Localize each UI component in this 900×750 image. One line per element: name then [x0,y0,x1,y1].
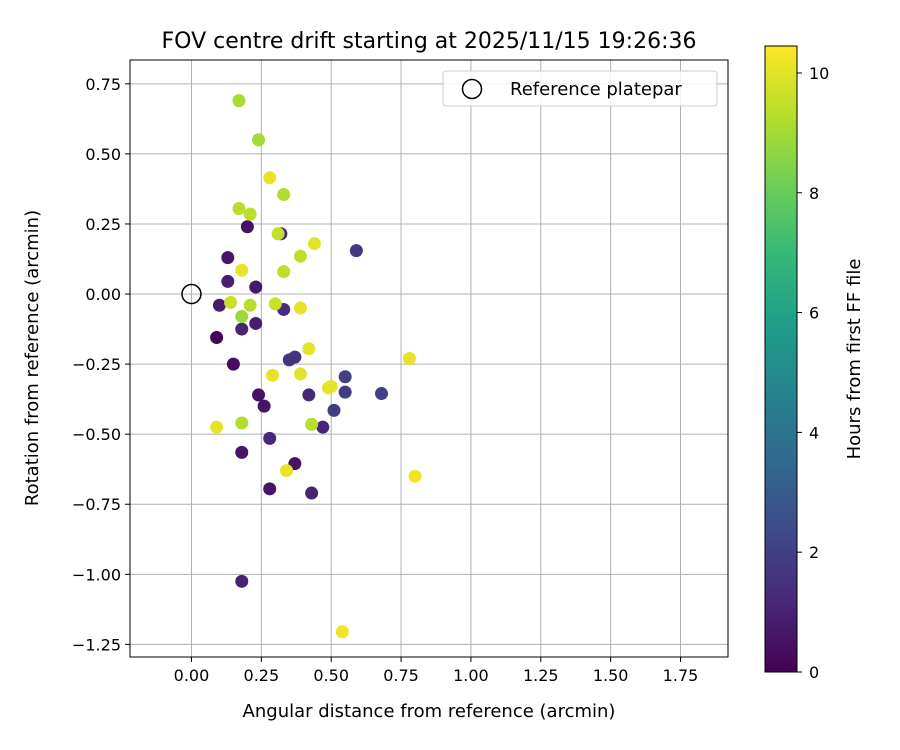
reference-platepar-marker [181,283,202,305]
x-tick-label: 0.25 [244,666,280,685]
y-tick-label: −0.75 [72,495,121,514]
data-point [408,469,422,483]
data-point [221,251,235,265]
colorbar-tick-label: 10 [809,64,829,83]
y-tick-label: −0.25 [72,355,121,374]
y-tick-label: 0.50 [85,145,121,164]
data-point [235,445,249,459]
legend-reference-marker [461,78,483,100]
data-point [293,367,307,381]
data-point [224,295,238,309]
data-point [324,380,338,394]
colorbar-tick-label: 4 [809,423,819,442]
data-point [268,297,282,311]
data-point [210,330,224,344]
data-point [235,309,249,323]
data-point [305,486,319,500]
colorbar-tick-label: 2 [809,543,819,562]
colorbar-ticks: 0 2 4 6 8 10 [797,64,829,682]
y-axis-ticks: 0.75 0.50 0.25 0.00 −0.25 −0.50 −0.75 −1.00 −1.2… [72,75,130,654]
y-tick-label: −0.50 [72,425,121,444]
data-point [243,207,257,221]
data-point [316,420,330,434]
data-point [263,482,277,496]
data-point [307,237,321,251]
data-point [235,322,249,336]
colorbar: 0 2 4 6 8 10 Hours from first FF file [764,45,865,682]
data-point [338,385,352,399]
colorbar-label: Hours from first FF file [844,259,865,460]
data-point [305,417,319,431]
data-point [210,420,224,434]
y-tick-label: 0.75 [85,75,121,94]
data-point [279,464,293,478]
x-axis-ticks: 0.00 0.25 0.50 0.75 1.00 1.25 1.50 1.75 [174,657,699,685]
colorbar-tick-label: 0 [809,663,819,682]
legend-box [442,70,718,107]
legend-label: Reference platepar [510,79,682,100]
data-point [240,220,254,234]
data-point [249,316,263,330]
data-point [293,301,307,315]
data-point [232,94,246,108]
reference-marker-layer [181,283,202,305]
data-point [277,188,291,202]
data-point [263,171,277,185]
y-tick-label: 0.25 [85,215,121,234]
data-point [302,342,316,356]
data-point [257,399,271,413]
data-point [293,249,307,263]
x-tick-label: 1.50 [593,666,629,685]
y-tick-label: −1.25 [72,635,121,654]
data-point [288,350,302,364]
data-points [210,94,422,639]
colorbar-tick-label: 8 [809,184,819,203]
y-tick-label: −1.00 [72,565,121,584]
data-point [374,387,388,401]
x-tick-label: 0.00 [174,666,210,685]
data-point [266,368,280,382]
legend: Reference platepar [442,70,718,107]
data-point [243,298,257,312]
data-point [226,357,240,371]
grid-lines [130,60,728,657]
x-axis-label: Angular distance from reference (arcmin) [243,701,616,722]
data-point [349,244,363,258]
data-point [335,625,349,639]
data-point [221,274,235,288]
data-point [338,370,352,384]
plot-frame [129,59,729,658]
y-axis-label: Rotation from reference (arcmin) [22,210,43,506]
data-point [235,263,249,277]
data-point [249,280,263,294]
x-tick-label: 1.75 [663,666,699,685]
data-point [212,298,226,312]
y-tick-label: 0.00 [85,285,121,304]
data-point [402,352,416,365]
colorbar-tick-label: 6 [809,304,819,323]
data-point [327,403,341,417]
data-point [252,388,266,402]
data-point [232,202,246,216]
data-point [252,133,266,147]
data-point [263,431,277,445]
x-tick-label: 1.25 [523,666,559,685]
data-point [235,574,249,588]
colorbar-gradient [764,45,798,673]
x-tick-label: 0.75 [383,666,419,685]
data-point [277,265,291,279]
data-point [235,416,249,430]
data-point [271,227,285,241]
data-point [302,388,316,402]
x-tick-label: 0.50 [313,666,349,685]
chart-title: FOV centre drift starting at 2025/11/15 … [162,29,697,54]
x-tick-label: 1.00 [453,666,489,685]
